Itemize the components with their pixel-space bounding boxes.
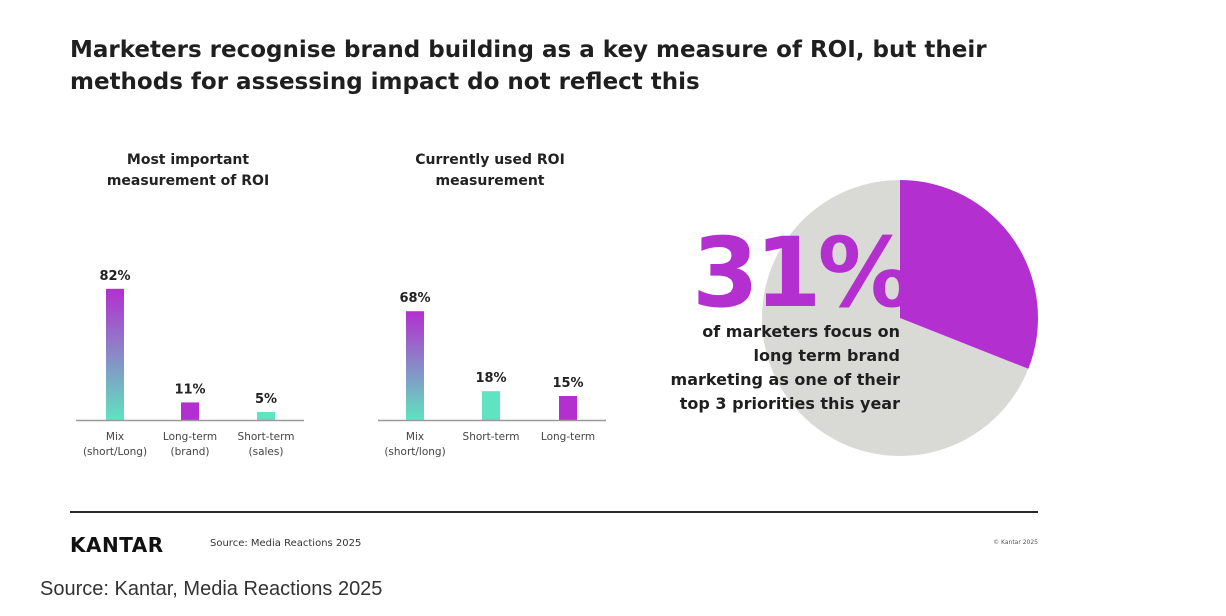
- category-tick-label: Mix: [406, 431, 424, 443]
- pie-slice-highlight: [900, 180, 1038, 369]
- bar-1: [406, 311, 424, 420]
- chart2-title-line-1: Currently used ROI: [415, 152, 565, 168]
- category-tick-label: Long-term: [541, 431, 595, 443]
- bar-2: [482, 391, 500, 420]
- category-tick-label: (short/Long): [83, 446, 147, 458]
- highlight-percentage: 31%: [692, 217, 914, 329]
- category-tick-label: (short/long): [384, 446, 445, 458]
- chart1-title: Most important measurement of ROI: [88, 150, 288, 192]
- headline: Marketers recognise brand building as a …: [70, 34, 990, 98]
- pie-slice-rest: [762, 180, 1029, 456]
- chart2-title-line-2: measurement: [435, 173, 545, 189]
- category-tick-label: (brand): [171, 446, 210, 458]
- bar-3: [559, 396, 577, 420]
- highlight-description: of marketers focus on long term brand ma…: [640, 320, 900, 416]
- category-tick-label: (sales): [249, 446, 284, 458]
- headline-line-2: methods for assessing impact do not refl…: [70, 69, 700, 95]
- category-tick-label: Short-term: [238, 431, 295, 443]
- footer-source: Source: Media Reactions 2025: [210, 538, 362, 549]
- bar-data-label: 68%: [399, 291, 430, 306]
- bar-2: [181, 402, 199, 420]
- highlight-line-3: marketing as one of their: [670, 370, 900, 389]
- chart1-title-line-1: Most important: [126, 152, 250, 168]
- bar-data-label: 18%: [475, 371, 506, 386]
- category-tick-label: Long-term: [163, 431, 217, 443]
- kantar-logo: KANTAR: [70, 533, 164, 557]
- image-caption: Source: Kantar, Media Reactions 2025: [40, 578, 383, 600]
- bar-data-label: 5%: [255, 392, 277, 407]
- bar-1: [106, 288, 124, 420]
- chart2-title: Currently used ROI measurement: [390, 150, 590, 192]
- bar-3: [257, 412, 275, 420]
- bar-data-label: 15%: [552, 376, 583, 391]
- highlight-line-1: of marketers focus on: [702, 322, 900, 341]
- category-tick-label: Mix: [106, 431, 124, 443]
- footer-divider: [70, 511, 1038, 513]
- bar-data-label: 11%: [174, 382, 205, 397]
- bar-data-label: 82%: [99, 269, 130, 284]
- footer-copyright: © Kantar 2025: [993, 539, 1038, 546]
- headline-line-1: Marketers recognise brand building as a …: [70, 37, 987, 63]
- highlight-line-4: top 3 priorities this year: [679, 394, 900, 413]
- highlight-line-2: long term brand: [753, 346, 900, 365]
- category-tick-label: Short-term: [463, 431, 520, 443]
- chart1-title-line-2: measurement of ROI: [106, 173, 270, 189]
